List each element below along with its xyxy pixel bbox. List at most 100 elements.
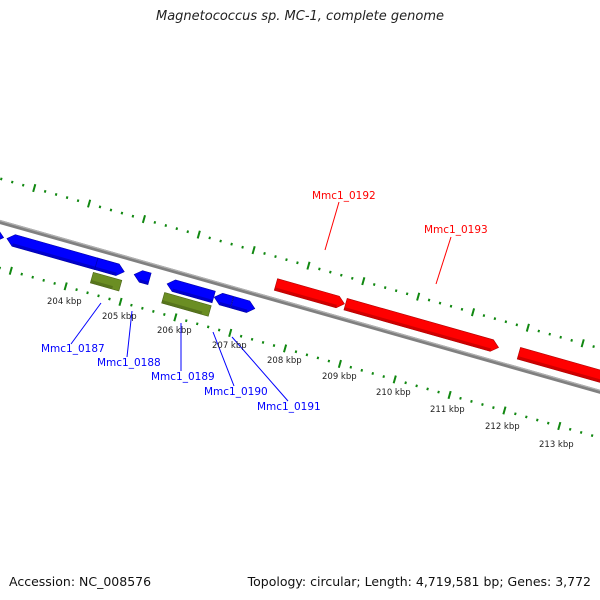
kbp-label: 204 kbp (47, 297, 82, 307)
minor-tick (43, 189, 47, 193)
gene-label-mmc1-0188[interactable]: Mmc1_0188 (97, 357, 161, 369)
gene-label-mmc1-0187[interactable]: Mmc1_0187 (41, 343, 105, 355)
accession-text: Accession: NC_008576 (9, 574, 152, 589)
minor-tick (579, 430, 583, 434)
major-tick (447, 390, 452, 400)
minor-tick (405, 292, 409, 296)
minor-tick (219, 239, 222, 243)
minor-tick (86, 291, 89, 295)
minor-tick (108, 297, 111, 301)
minor-tick (20, 272, 24, 276)
kbp-label: 208 kbp (267, 356, 302, 366)
minor-tick (548, 332, 552, 336)
minor-tick (272, 344, 276, 348)
kbp-label: 206 kbp (157, 326, 192, 336)
gene-feature[interactable] (343, 298, 500, 353)
minor-tick (515, 323, 519, 327)
minor-tick (568, 427, 572, 431)
minor-tick (230, 242, 233, 246)
minor-tick (10, 180, 14, 184)
minor-tick (65, 196, 69, 200)
gene-label-mmc1-0193[interactable]: Mmc1_0193 (424, 224, 488, 236)
minor-tick (349, 365, 353, 369)
leader-line-mmc1-0187 (70, 302, 102, 345)
major-tick (173, 313, 178, 322)
minor-tick (535, 418, 539, 422)
major-tick (63, 282, 68, 291)
major-tick (141, 214, 146, 224)
minor-tick (537, 329, 541, 333)
gene-arrow[interactable] (0, 224, 5, 243)
major-tick (196, 230, 201, 239)
minor-tick (316, 356, 320, 360)
major-tick (392, 375, 397, 384)
gene-feature[interactable] (161, 292, 212, 317)
minor-tick (263, 251, 266, 255)
gene-feature[interactable] (273, 278, 346, 310)
minor-tick (239, 334, 243, 338)
gene-feature[interactable] (0, 224, 5, 243)
minor-tick (186, 230, 190, 234)
leader-line-mmc1-0192 (324, 201, 340, 251)
gene-label-mmc1-0190[interactable]: Mmc1_0190 (204, 386, 268, 398)
minor-tick (163, 313, 166, 316)
gene-arrow[interactable] (230, 296, 257, 315)
minor-tick (350, 276, 354, 280)
minor-tick (208, 236, 211, 240)
minor-tick (592, 345, 595, 349)
major-tick (283, 344, 288, 353)
leader-line-mmc1-0191 (231, 336, 289, 402)
gene-shade (161, 300, 203, 315)
gene-feature[interactable] (213, 291, 234, 309)
gene-feature[interactable] (230, 296, 257, 315)
gene-arrow[interactable] (133, 269, 152, 286)
gene-shade (219, 301, 231, 308)
minor-tick (438, 301, 442, 305)
minor-tick (109, 208, 113, 212)
gene-feature[interactable] (89, 271, 123, 292)
kbp-label: 207 kbp (212, 341, 247, 351)
minor-tick (318, 267, 321, 271)
minor-tick (372, 283, 376, 286)
minor-tick (294, 350, 298, 354)
minor-tick (459, 396, 462, 400)
gene-feature[interactable] (516, 347, 600, 413)
kbp-label: 212 kbp (485, 422, 520, 432)
minor-tick (470, 399, 473, 403)
leader-line-mmc1-0193 (435, 236, 452, 285)
gene-arrow[interactable] (89, 271, 123, 292)
minor-tick (250, 337, 254, 341)
minor-tick (437, 390, 440, 394)
minor-tick (0, 266, 2, 270)
gene-feature[interactable] (165, 278, 216, 304)
minor-tick (404, 381, 407, 385)
minor-tick (0, 177, 3, 181)
minor-tick (382, 375, 386, 379)
minor-tick (482, 314, 486, 318)
gene-label-mmc1-0192[interactable]: Mmc1_0192 (312, 190, 376, 202)
gene-features (0, 224, 600, 413)
gene-arrow[interactable] (161, 292, 212, 317)
minor-tick (327, 359, 331, 363)
minor-tick (98, 205, 102, 209)
minor-tick (120, 211, 124, 215)
gene-label-mmc1-0191[interactable]: Mmc1_0191 (257, 401, 321, 413)
minor-tick (53, 281, 56, 285)
gene-feature[interactable] (94, 257, 126, 277)
minor-tick (559, 335, 563, 339)
gene-shade (230, 305, 248, 313)
gene-label-mmc1-0189[interactable]: Mmc1_0189 (151, 371, 215, 383)
minor-tick (525, 415, 528, 419)
gene-feature[interactable] (5, 233, 99, 270)
gene-feature[interactable] (133, 269, 152, 286)
minor-tick (130, 303, 133, 307)
minor-tick (31, 275, 34, 279)
kbp-label: 205 kbp (102, 312, 137, 322)
minor-tick (274, 255, 277, 259)
minor-tick (285, 258, 288, 262)
major-tick (118, 297, 123, 306)
minor-tick (164, 224, 168, 228)
minor-tick (449, 304, 453, 308)
